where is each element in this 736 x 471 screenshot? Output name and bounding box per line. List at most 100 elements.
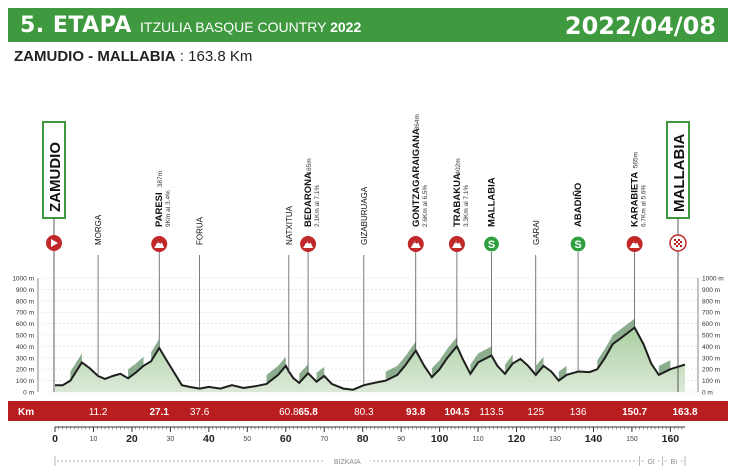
waypoint-town: MORGA (94, 214, 103, 377)
km-mark-label: 125 (527, 407, 544, 418)
km-mark-label: 136 (570, 407, 587, 418)
ascent-segment (558, 365, 567, 380)
climb-category: 2 (632, 239, 636, 245)
x-tick-label: 40 (203, 433, 215, 445)
ascent-segment (447, 337, 457, 357)
waypoint-town: NATXITUA (285, 205, 294, 372)
profile-area (55, 327, 685, 392)
km-bar: Km 11.2 27.1 37.6 60.8 65.8 80.3 93.8 104.5 113.5… (8, 401, 728, 421)
stage-date: 2022/04/08 (564, 12, 716, 40)
x-minor-tick-label: 90 (397, 436, 405, 443)
ascent-segment (405, 341, 416, 365)
ascent-segment (478, 346, 492, 362)
km-mark-label: 27.1 (149, 407, 169, 418)
province-label: BIZKAIA (334, 459, 361, 466)
sprint-symbol: S (488, 239, 495, 251)
ascent-segment (505, 354, 513, 373)
ascent-segment (316, 367, 325, 381)
climb-category: 3 (413, 239, 417, 245)
x-tick-label: 0 (52, 433, 58, 445)
y-tick-label-left: 900 m (16, 287, 34, 294)
ascent-segment (151, 338, 160, 361)
waypoint-climb: KARABIETA 565m 6.7Km al 5.6% 2 (626, 152, 648, 328)
km-mark-label: 37.6 (190, 407, 210, 418)
sprint-symbol: S (574, 239, 581, 251)
waypoint-sprint: ABADIÑO S (569, 183, 587, 372)
waypoint-name: BEDARONA (303, 172, 314, 227)
waypoint-name: MALLABIA (671, 134, 688, 212)
y-tick-label-left: 500 m (16, 333, 34, 340)
km-mark-label: 80.3 (354, 407, 374, 418)
x-tick-label: 60 (280, 433, 292, 445)
y-tick-label-left: 1000 m (12, 276, 34, 283)
km-mark-label: 163.8 (672, 407, 697, 418)
waypoint-name: PARESI (154, 192, 165, 227)
race-title: ITZULIA BASQUE COUNTRY 2022 (140, 19, 361, 35)
climb-height: 402m (455, 158, 462, 174)
waypoint-name: NATXITUA (285, 205, 294, 245)
mountain-icon (451, 241, 462, 248)
race-name: ITZULIA BASQUE COUNTRY (140, 19, 327, 35)
km-bar-background (8, 401, 728, 421)
y-tick-label-right: 600 m (702, 321, 720, 328)
route-separator: : (175, 48, 189, 65)
x-minor-tick-label: 150 (626, 436, 638, 443)
climb-gradient: 9Km al 3.4% (165, 190, 172, 227)
checker-cell (678, 243, 680, 245)
ascent-shading (70, 318, 671, 384)
y-tick-label-right: 700 m (702, 310, 720, 317)
waypoint-name: MORGA (94, 214, 103, 245)
y-tick-label-right: 1000 m (702, 276, 724, 283)
checker-cell (680, 241, 682, 243)
mountain-icon (629, 241, 640, 248)
x-axis: 0 20 40 60 80 100 120 140 160 10 30 50 70 90 110 130 150 (52, 426, 685, 445)
waypoint-name: GONTZAGARAIGANA (411, 128, 422, 227)
province-label-bg (324, 456, 371, 466)
waypoint-name: MALLABIA (487, 177, 498, 227)
ascent-segment (135, 356, 144, 372)
climb-category: 3 (454, 239, 458, 245)
y-tick-label-right: 400 m (702, 344, 720, 351)
route-line: ZAMUDIO - MALLABIA : 163.8 Km (14, 48, 252, 65)
km-mark-label: 150.7 (622, 407, 647, 418)
checker-cell (678, 239, 680, 241)
ascent-segment (70, 353, 82, 380)
y-tick-label-left: 200 m (16, 367, 34, 374)
waypoint-name: TRABAKUA (452, 173, 463, 227)
race-year: 2022 (330, 19, 362, 35)
ascent-segment (470, 353, 479, 373)
x-minor-tick-label: 50 (243, 436, 251, 443)
ascent-segment (612, 329, 621, 344)
ascent-segment (620, 318, 635, 338)
waypoint-name: ABADIÑO (573, 183, 584, 227)
climb-height: 165m (306, 158, 313, 174)
mountain-icon (410, 241, 421, 248)
x-tick-label: 100 (431, 433, 449, 445)
y-tick-label-left: 300 m (16, 355, 34, 362)
province-strip: BIZKAIA GI BI (54, 456, 686, 466)
x-minor-tick-label: 110 (472, 436, 483, 443)
start-marker: ZAMUDIO (42, 121, 66, 392)
ascent-segment (658, 360, 671, 374)
x-minor-tick-label: 70 (320, 436, 328, 443)
grid-lines: 1000 m 1000 m 900 m 900 m 800 m 800 m 700 m 700… (12, 276, 723, 397)
km-mark-label: 60.8 (279, 407, 299, 418)
climb-height: 565m (633, 152, 640, 168)
climb-height: 387m (157, 171, 164, 187)
km-mark-label: 104.5 (444, 407, 469, 418)
province-label: GI (647, 459, 654, 466)
checker-cell (676, 241, 678, 243)
mountain-icon (303, 241, 314, 248)
x-tick-label: 140 (585, 433, 603, 445)
x-tick-label: 160 (662, 433, 680, 445)
ascent-segment (535, 356, 544, 374)
y-tick-label-left: 0 m (23, 390, 34, 397)
climb-gradient: 2.1Km al 7.1% (314, 185, 321, 227)
waypoint-name: GARAI (532, 220, 541, 245)
ascent-segment (128, 363, 136, 378)
province-label-bg (667, 456, 681, 466)
